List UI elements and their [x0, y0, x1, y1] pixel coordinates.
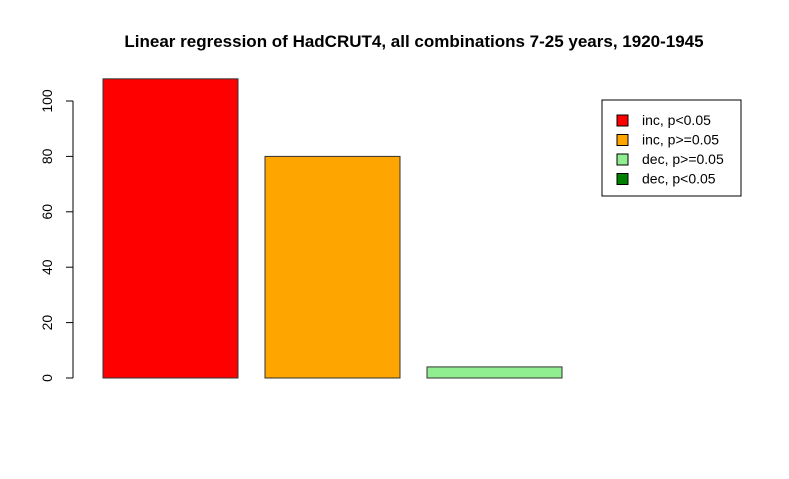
legend-label: inc, p>=0.05 [642, 132, 719, 148]
legend-label: inc, p<0.05 [642, 112, 711, 128]
bar [426, 366, 563, 379]
legend: inc, p<0.05 inc, p>=0.05 dec, p>=0.05 dec, … [601, 99, 742, 197]
y-tick-label: 40 [39, 259, 55, 275]
legend-swatch [616, 134, 629, 146]
y-tick-label: 60 [39, 204, 55, 220]
legend-swatch [616, 114, 629, 127]
legend-label: dec, p>=0.05 [642, 151, 724, 167]
bars [102, 78, 563, 379]
legend-swatch [616, 153, 629, 166]
legend-swatch [616, 173, 629, 185]
y-axis: 0 20 40 60 80 100 [39, 89, 74, 382]
y-tick-label: 80 [39, 148, 55, 164]
legend-label: dec, p<0.05 [642, 171, 716, 187]
y-tick-label: 100 [39, 89, 55, 113]
chart-title: Linear regression of HadCRUT4, all combi… [124, 32, 703, 51]
bar [264, 155, 401, 379]
bar [102, 78, 239, 379]
y-tick-label: 0 [39, 374, 55, 382]
y-tick-label: 20 [39, 315, 55, 331]
